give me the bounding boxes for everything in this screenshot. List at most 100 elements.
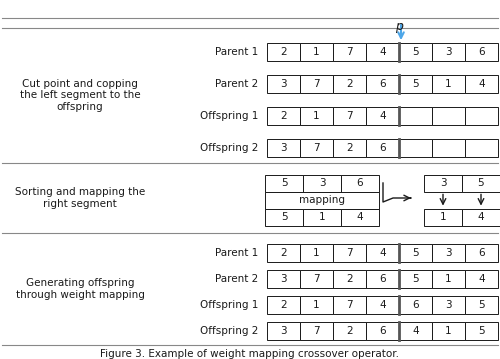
Bar [267,270,300,288]
Bar [267,139,300,157]
Bar [300,270,333,288]
Text: 6: 6 [478,47,485,57]
Text: Parent 1: Parent 1 [215,248,258,258]
Bar [366,43,399,61]
Bar [366,139,399,157]
Text: 7: 7 [313,274,320,284]
Text: 1: 1 [440,212,446,222]
Text: 1: 1 [445,326,452,336]
Bar [424,209,462,225]
Bar [300,322,333,340]
Text: 7: 7 [313,79,320,89]
Bar [300,107,333,125]
Text: 4: 4 [356,212,364,222]
Bar [432,244,465,262]
Bar [465,296,498,314]
Text: Offspring 1: Offspring 1 [200,111,258,121]
Text: Sorting and mapping the
right segment: Sorting and mapping the right segment [15,187,145,209]
Text: 5: 5 [412,79,419,89]
Text: 2: 2 [280,248,287,258]
Text: Cut point and copping
the left segment to the
offspring: Cut point and copping the left segment t… [20,79,140,112]
Text: 5: 5 [280,178,287,188]
Bar [432,139,465,157]
Text: 3: 3 [445,47,452,57]
Text: 1: 1 [445,274,452,284]
Bar [333,107,366,125]
Bar [366,270,399,288]
Bar [333,322,366,340]
Bar [267,107,300,125]
Text: Offspring 2: Offspring 2 [200,326,258,336]
Text: 3: 3 [445,300,452,310]
Text: 5: 5 [412,47,419,57]
Bar [267,296,300,314]
Bar [399,296,432,314]
Bar [300,75,333,93]
Text: Generating offspring
through weight mapping: Generating offspring through weight mapp… [16,278,144,300]
Bar [465,43,498,61]
Bar [424,174,462,191]
Text: 3: 3 [280,79,287,89]
Bar [300,296,333,314]
Bar [267,244,300,262]
Text: 5: 5 [478,178,484,188]
Text: Parent 2: Parent 2 [215,79,258,89]
Bar [303,209,341,225]
Bar [399,139,432,157]
Text: p: p [395,20,403,33]
Bar [465,322,498,340]
Bar [333,139,366,157]
Text: 3: 3 [280,143,287,153]
Text: 1: 1 [318,212,326,222]
Text: 6: 6 [379,79,386,89]
Text: 6: 6 [478,248,485,258]
Bar [303,174,341,191]
Text: 2: 2 [346,79,353,89]
Text: 6: 6 [379,274,386,284]
Bar [333,244,366,262]
Text: 7: 7 [313,326,320,336]
Text: 4: 4 [379,111,386,121]
Bar [333,43,366,61]
Text: 2: 2 [280,47,287,57]
Bar [267,75,300,93]
Text: 4: 4 [478,79,485,89]
Text: 6: 6 [356,178,364,188]
Text: 4: 4 [379,248,386,258]
Bar [465,270,498,288]
Text: 1: 1 [313,300,320,310]
Text: mapping: mapping [299,195,345,205]
Text: 5: 5 [412,248,419,258]
Text: 5: 5 [412,274,419,284]
Bar [341,174,379,191]
Text: 2: 2 [280,111,287,121]
Text: 7: 7 [313,143,320,153]
Text: 7: 7 [346,47,353,57]
Text: Parent 2: Parent 2 [215,274,258,284]
Text: Parent 1: Parent 1 [215,47,258,57]
Text: 6: 6 [379,143,386,153]
Text: 6: 6 [412,300,419,310]
Text: 3: 3 [440,178,446,188]
Bar [366,75,399,93]
Text: 7: 7 [346,300,353,310]
Text: 5: 5 [478,326,485,336]
Text: 4: 4 [412,326,419,336]
Bar [465,107,498,125]
Text: 1: 1 [313,111,320,121]
Bar [462,174,500,191]
Bar [399,322,432,340]
Bar [432,270,465,288]
Bar [333,270,366,288]
Text: Offspring 2: Offspring 2 [200,143,258,153]
Text: 2: 2 [346,274,353,284]
Text: 7: 7 [346,248,353,258]
Bar [333,296,366,314]
Bar [399,270,432,288]
Text: 1: 1 [313,47,320,57]
Text: 5: 5 [478,300,485,310]
Bar [267,43,300,61]
Text: 2: 2 [346,143,353,153]
Text: Offspring 1: Offspring 1 [200,300,258,310]
Text: 3: 3 [318,178,326,188]
